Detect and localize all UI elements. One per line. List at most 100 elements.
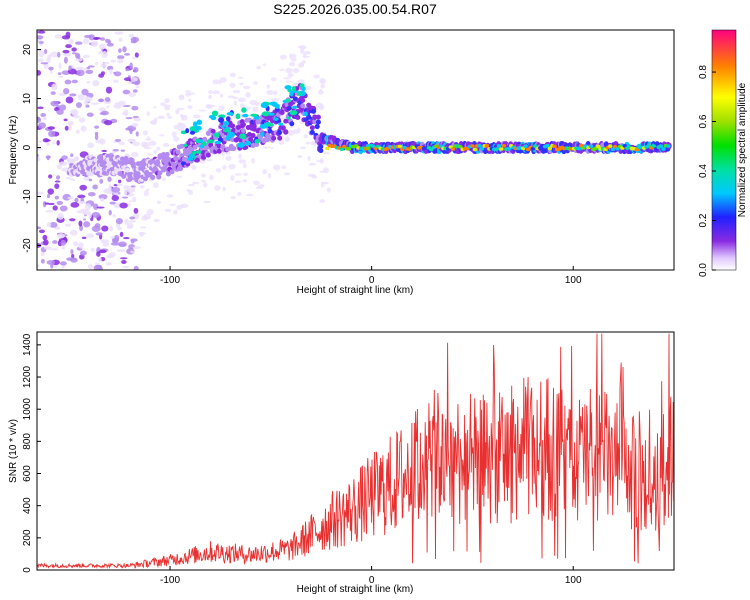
spectrogram-blob <box>251 157 255 164</box>
spectrogram-blob <box>297 155 303 159</box>
spectrogram-blob <box>188 98 192 102</box>
spectrogram-blob <box>37 226 42 230</box>
spectrogram-blob <box>84 203 92 211</box>
spectrogram-blob <box>78 242 84 249</box>
spectrogram-blob <box>57 51 61 58</box>
spectrogram-blob <box>91 40 99 48</box>
spectrogram-blob <box>547 146 553 151</box>
spectrogram-blob <box>95 61 99 66</box>
spectrogram-blob <box>287 72 294 78</box>
spectrogram-blob <box>303 134 309 139</box>
colorbar-tick-label: 0.2 <box>698 213 709 227</box>
spectrogram-blob <box>180 161 186 166</box>
spectrogram-blob <box>283 118 289 124</box>
spectrogram-blob <box>70 178 76 181</box>
spectrogram-blob <box>156 174 162 180</box>
spectrogram-blob <box>180 203 189 209</box>
spectrogram-blob <box>63 56 68 64</box>
spectrogram-blob <box>148 140 157 146</box>
spectrogram-blob <box>106 105 110 109</box>
spectrogram-blob <box>160 102 166 106</box>
spectrogram-blob <box>239 82 244 86</box>
spectrogram-blob <box>218 117 225 123</box>
spectrogram-blob <box>305 141 311 145</box>
spectrogram-blob <box>229 72 236 78</box>
spectrogram-blob <box>52 205 58 211</box>
spectrogram-blob <box>143 190 149 197</box>
spectrogram-blob <box>279 54 287 60</box>
spectrogram-blob <box>122 46 127 53</box>
spectrogram-blob <box>130 77 138 82</box>
spectrogram-blob <box>142 130 148 136</box>
spectrogram-blob <box>113 71 117 74</box>
spectrogram-blob <box>238 159 247 164</box>
spectrogram-blob <box>111 186 121 193</box>
spectrogram-blob <box>213 132 220 138</box>
spectrogram-blob <box>99 37 106 41</box>
spectrogram-blob <box>262 146 271 149</box>
spectrogram-blob <box>106 42 114 47</box>
spectrogram-blob <box>81 236 87 239</box>
spectrogram-blob <box>133 117 141 122</box>
spectrogram-blob <box>450 147 456 151</box>
spectrogram-blob <box>52 240 58 244</box>
spectrogram-blob <box>228 163 236 170</box>
spectrogram-blob <box>245 140 252 146</box>
spectrogram-blob <box>208 90 213 95</box>
spectrogram-blob <box>81 88 89 96</box>
spectrogram-blob <box>530 146 536 151</box>
spectrogram-blob <box>128 92 137 98</box>
spectrogram-blob <box>37 264 40 268</box>
spectrogram-blob <box>216 148 222 154</box>
spectrogram-blob <box>312 119 318 125</box>
spectrogram-blob <box>123 77 132 82</box>
spectrogram-blob <box>82 54 90 59</box>
spectrogram-blob <box>112 214 116 218</box>
spectrogram-blob <box>210 115 217 121</box>
spectrogram-blob <box>232 89 241 94</box>
spectrogram-blob <box>187 105 193 110</box>
spectrogram-blob <box>319 199 326 203</box>
colorbar-gradient <box>711 29 737 271</box>
spectrogram-blob <box>234 180 242 183</box>
spec-y-tick-label: 10 <box>22 93 33 105</box>
spectrogram-blob <box>202 136 208 142</box>
spectrogram-blob <box>127 202 131 207</box>
spectrogram-blob <box>164 151 170 157</box>
spectrogram-blob <box>308 162 317 166</box>
spectrogram-blob <box>325 146 330 151</box>
spectrogram-blob <box>114 138 122 142</box>
spectrogram-blob <box>48 66 54 71</box>
spectrogram-blob <box>51 248 59 251</box>
snr-x-label: Height of straight line (km) <box>297 584 414 595</box>
spectrogram-blob <box>98 73 105 78</box>
snr-x-tick-label: -100 <box>160 575 180 586</box>
spectrogram-blob <box>78 220 83 227</box>
spectrogram-blob <box>307 156 311 161</box>
spectrogram-blob <box>87 65 95 68</box>
spectrogram-blob <box>133 124 137 128</box>
spectrogram-blob <box>127 222 134 229</box>
spectrogram-blob <box>319 80 326 84</box>
spectrogram-blob <box>72 241 79 247</box>
spectrogram-blob <box>164 208 172 212</box>
spectrogram-blob <box>230 123 236 129</box>
spectrogram-blob <box>303 111 308 117</box>
spectrogram-blob <box>40 252 45 257</box>
spectrogram-blob <box>286 105 292 111</box>
spectrogram-blob <box>131 123 139 127</box>
spectrogram-blob <box>46 141 51 146</box>
spectrogram-blob <box>56 200 64 205</box>
spec-x-tick-label: 100 <box>565 275 582 286</box>
spectrogram-blob <box>70 257 78 263</box>
spectrogram-blob <box>119 202 128 209</box>
snr-y-label: SNR (10 * v/v) <box>8 419 19 483</box>
spectrogram-blob <box>178 121 182 128</box>
spectrogram-blob <box>661 147 666 151</box>
spectrogram-blob <box>250 113 258 117</box>
spectrogram-blob <box>167 115 172 119</box>
spectrogram-blob <box>262 169 268 175</box>
spectrogram-blob <box>162 142 170 147</box>
spectrogram-blob <box>212 79 220 85</box>
spectrogram-blob <box>105 262 112 266</box>
